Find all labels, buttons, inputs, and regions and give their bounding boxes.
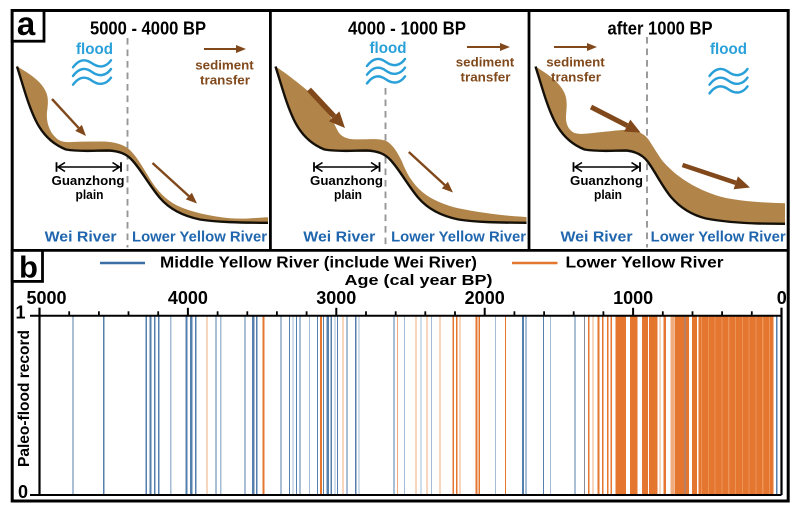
- svg-text:Guanzhong: Guanzhong: [570, 173, 643, 188]
- svg-text:1000: 1000: [613, 288, 653, 308]
- svg-text:sediment: sediment: [456, 55, 515, 69]
- svg-text:Wei River: Wei River: [561, 229, 633, 245]
- svg-text:1: 1: [15, 302, 25, 322]
- svg-text:Lower Yellow River: Lower Yellow River: [566, 255, 724, 272]
- svg-text:2000: 2000: [465, 288, 505, 308]
- svg-text:Lower Yellow River: Lower Yellow River: [391, 229, 526, 245]
- svg-text:0: 0: [18, 482, 28, 502]
- svg-text:Middle Yellow River (include W: Middle Yellow River (include Wei River): [160, 255, 477, 272]
- svg-text:sediment: sediment: [546, 55, 605, 69]
- svg-text:transfer: transfer: [200, 74, 250, 88]
- svg-text:Wei River: Wei River: [45, 229, 117, 245]
- svg-text:transfer: transfer: [551, 71, 601, 85]
- svg-text:3000: 3000: [316, 288, 356, 308]
- svg-text:Guanzhong: Guanzhong: [52, 173, 125, 188]
- svg-text:transfer: transfer: [461, 71, 511, 85]
- svg-text:a: a: [17, 5, 36, 42]
- svg-text:4000 - 1000 BP: 4000 - 1000 BP: [348, 18, 466, 39]
- svg-text:plain: plain: [594, 188, 622, 202]
- svg-text:Guanzhong: Guanzhong: [310, 173, 383, 188]
- svg-text:Lower Yellow River: Lower Yellow River: [651, 229, 786, 245]
- svg-text:5000: 5000: [26, 288, 66, 308]
- svg-text:Lower Yellow River: Lower Yellow River: [132, 229, 267, 245]
- svg-text:b: b: [19, 250, 38, 285]
- svg-text:after 1000 BP: after 1000 BP: [608, 18, 713, 39]
- svg-text:flood: flood: [370, 40, 407, 57]
- svg-text:0: 0: [777, 288, 787, 308]
- svg-text:plain: plain: [334, 188, 362, 202]
- svg-text:flood: flood: [76, 41, 113, 58]
- svg-text:plain: plain: [76, 188, 104, 202]
- svg-text:5000 - 4000 BP: 5000 - 4000 BP: [90, 18, 206, 39]
- svg-text:Wei River: Wei River: [303, 229, 375, 245]
- svg-text:Age (cal year BP): Age (cal year BP): [345, 273, 493, 289]
- svg-text:flood: flood: [710, 41, 747, 58]
- svg-text:4000: 4000: [168, 288, 208, 308]
- svg-text:Paleo-flood record: Paleo-flood record: [16, 330, 33, 467]
- svg-text:sediment: sediment: [195, 59, 254, 73]
